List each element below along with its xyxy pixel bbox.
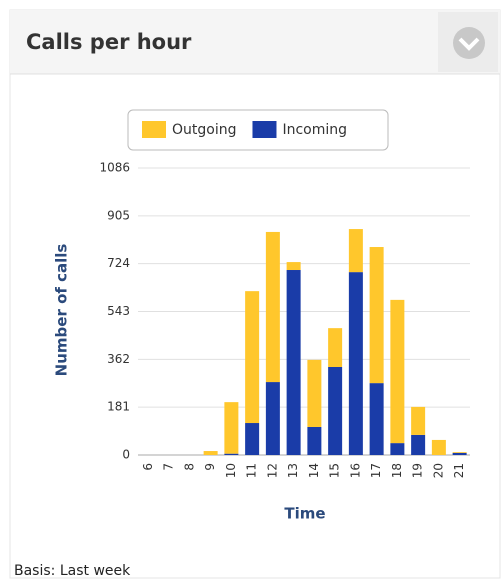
bar-segment — [307, 359, 322, 427]
header — [10, 10, 500, 74]
x-tick-label: 17 — [369, 463, 383, 478]
bar-segment — [411, 406, 426, 435]
bar-segment — [431, 439, 446, 455]
x-tick-label: 16 — [348, 463, 362, 478]
x-tick-label: 6 — [141, 463, 155, 471]
widget-title: Calls per hour — [26, 30, 192, 54]
legend-label: Outgoing — [172, 122, 236, 138]
bar-segment — [265, 231, 280, 383]
bar-segment — [348, 272, 363, 455]
x-tick-label: 8 — [182, 463, 196, 471]
bar-segment — [411, 434, 426, 455]
bar-segment — [390, 299, 405, 444]
x-tick-label: 15 — [328, 463, 342, 478]
bar-segment — [328, 366, 343, 455]
x-tick-label: 19 — [411, 463, 425, 478]
chevron — [458, 37, 480, 51]
y-tick-label: 543 — [107, 304, 130, 318]
y-tick-label: 1086 — [99, 161, 130, 175]
x-tick-label: 7 — [162, 463, 176, 471]
bar-segment — [286, 262, 301, 271]
x-tick-label: 10 — [224, 463, 238, 478]
bar-segment — [307, 426, 322, 455]
bar-segment — [224, 402, 239, 454]
bar-segment — [328, 328, 343, 367]
bar-segment — [452, 452, 467, 453]
footer-note: Basis: Last week — [14, 563, 131, 579]
x-tick-label: 12 — [265, 463, 279, 478]
x-axis-label: Time — [284, 505, 325, 523]
menu-icon[interactable] — [453, 27, 485, 59]
x-tick-label: 21 — [452, 463, 466, 478]
y-tick-label: 724 — [107, 256, 130, 270]
legend-label: Incoming — [282, 122, 347, 138]
x-tick-label: 13 — [286, 463, 300, 478]
bar-segment — [369, 247, 384, 384]
bar-segment — [245, 423, 260, 455]
bar-segment — [369, 383, 384, 455]
bar-segment — [265, 382, 280, 455]
x-tick-label: 18 — [390, 463, 404, 478]
y-axis-label: Number of calls — [53, 244, 71, 377]
x-tick-label: 11 — [245, 463, 259, 478]
bar-segment — [286, 270, 301, 455]
y-tick-label: 0 — [122, 448, 130, 462]
bar-segment — [224, 453, 239, 455]
y-tick-label: 362 — [107, 352, 130, 366]
legend-swatch — [252, 121, 277, 138]
bar-segment — [348, 229, 363, 273]
y-tick-label: 905 — [107, 208, 130, 222]
bar-segment — [390, 443, 405, 455]
x-tick-label: 9 — [203, 463, 217, 471]
bar-segment — [245, 291, 260, 424]
x-tick-label: 20 — [431, 463, 445, 478]
bar-segment — [452, 452, 467, 455]
bar-segment — [203, 451, 218, 455]
legend-swatch — [142, 121, 166, 138]
x-tick-label: 14 — [307, 463, 321, 478]
y-tick-label: 181 — [107, 400, 130, 414]
